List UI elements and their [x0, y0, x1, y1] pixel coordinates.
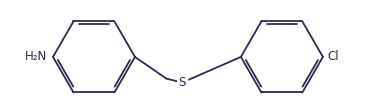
Text: S: S: [179, 76, 186, 89]
Text: H₂N: H₂N: [25, 50, 47, 63]
Text: Cl: Cl: [327, 50, 339, 63]
